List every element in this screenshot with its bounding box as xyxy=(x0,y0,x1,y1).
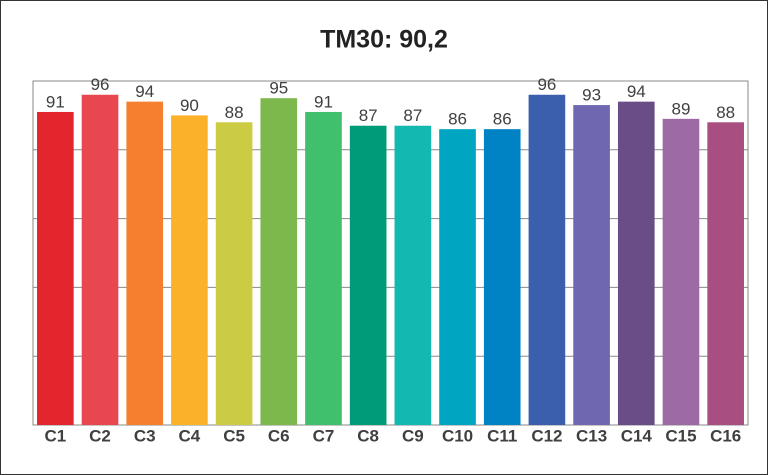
data-label: 88 xyxy=(716,103,735,122)
data-label: 94 xyxy=(135,82,154,101)
bar xyxy=(260,98,298,425)
bar xyxy=(37,111,74,426)
x-tick-label: C3 xyxy=(134,426,156,445)
bar xyxy=(707,122,744,425)
bar xyxy=(439,129,476,425)
x-tick-label: C1 xyxy=(44,426,66,445)
data-label: 96 xyxy=(537,75,556,94)
data-label: 91 xyxy=(46,92,65,111)
data-label: 90 xyxy=(180,96,199,115)
data-label: 86 xyxy=(448,110,467,129)
data-label: 94 xyxy=(627,82,646,101)
x-tick-label: C5 xyxy=(223,426,245,445)
x-tick-label: C11 xyxy=(487,426,517,445)
data-label: 89 xyxy=(672,99,691,118)
bar xyxy=(171,115,208,426)
data-label: 86 xyxy=(493,110,512,129)
data-label: 88 xyxy=(225,103,244,122)
x-tick-label: C15 xyxy=(665,426,696,445)
bar xyxy=(349,125,387,425)
x-tick-label: C16 xyxy=(710,426,741,445)
x-tick-label: C2 xyxy=(89,426,111,445)
bar xyxy=(573,105,610,425)
x-tick-label: C10 xyxy=(442,426,473,445)
data-label: 87 xyxy=(359,106,378,125)
x-tick-label: C8 xyxy=(357,426,379,445)
bar xyxy=(617,101,655,425)
x-tick-label: C7 xyxy=(313,426,335,445)
bar xyxy=(215,122,253,425)
bar xyxy=(662,118,700,425)
bar xyxy=(394,125,432,425)
x-tick-label: C12 xyxy=(531,426,562,445)
x-tick-label: C14 xyxy=(621,426,653,445)
bar xyxy=(126,101,164,425)
data-label: 93 xyxy=(582,86,601,105)
x-tick-label: C13 xyxy=(576,426,607,445)
bar xyxy=(305,111,342,426)
data-label: 95 xyxy=(269,79,288,98)
bar xyxy=(483,129,521,425)
data-label: 91 xyxy=(314,92,333,111)
x-tick-label: C9 xyxy=(402,426,424,445)
bar xyxy=(81,94,119,425)
chart-title: TM30: 90,2 xyxy=(320,26,448,54)
x-tick-label: C6 xyxy=(268,426,290,445)
data-label: 87 xyxy=(403,106,422,125)
bar xyxy=(528,94,566,425)
data-label: 96 xyxy=(91,75,110,94)
x-tick-label: C4 xyxy=(179,426,201,445)
